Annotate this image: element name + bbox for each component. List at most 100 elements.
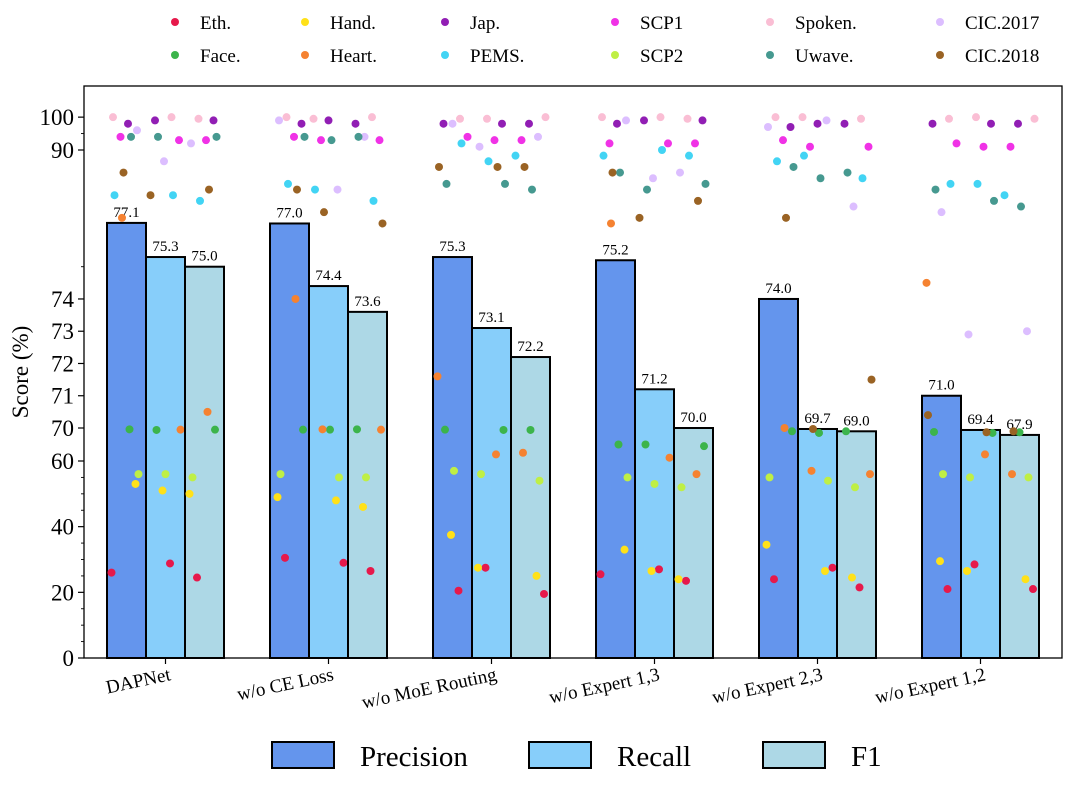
legend-marker [611, 18, 619, 26]
dataset-point [970, 560, 979, 569]
dataset-point [151, 116, 159, 125]
dataset-point [276, 470, 285, 479]
dataset-point [454, 586, 463, 595]
y-tick-label: 90 [51, 138, 74, 163]
dataset-point [788, 427, 796, 436]
dataset-point [771, 113, 780, 122]
dataset-point [857, 114, 865, 123]
dataset-point [511, 151, 520, 160]
dataset-point [119, 168, 128, 177]
bar-value-label: 75.3 [152, 239, 178, 255]
dataset-point [125, 425, 134, 434]
dataset-point [694, 196, 702, 205]
dataset-point [448, 119, 457, 128]
dataset-point [442, 179, 451, 188]
dataset-point [647, 566, 656, 575]
dataset-point [483, 114, 491, 123]
dataset-point [922, 278, 931, 287]
dataset-point [335, 473, 343, 482]
dataset-point [447, 530, 455, 539]
dataset-point [842, 427, 850, 436]
legend-marker [171, 18, 179, 26]
dataset-point [698, 116, 707, 125]
bar-value-label: 70.0 [680, 410, 706, 426]
bar-value-label: 73.6 [354, 294, 381, 310]
dataset-point [275, 116, 283, 125]
legend-marker [171, 51, 179, 59]
dataset-point [691, 139, 699, 148]
dataset-point [946, 179, 955, 188]
dataset-point [450, 466, 458, 475]
dataset-point [623, 473, 632, 482]
bar-recall [308, 285, 349, 659]
bar-value-label: 72.2 [517, 339, 543, 355]
dataset-point [110, 191, 119, 200]
dataset-point [284, 179, 292, 188]
dataset-point [1023, 327, 1031, 336]
y-tick-label: 73 [51, 319, 74, 344]
dataset-point [519, 448, 527, 457]
dataset-point [525, 119, 533, 128]
dataset-point [160, 157, 168, 166]
dataset-point [676, 168, 684, 177]
dataset-point [202, 136, 210, 145]
legend-label: Face. [200, 46, 241, 67]
dataset-point [493, 162, 502, 171]
legend-label: Jap. [470, 13, 500, 34]
dataset-point [311, 185, 319, 194]
dataset-point [848, 573, 856, 582]
dataset-point [807, 466, 816, 475]
dataset-point [656, 113, 665, 122]
legend-label: PEMS. [470, 46, 524, 67]
legend-metric-label: F1 [851, 741, 882, 773]
dataset-point [840, 119, 849, 128]
bar-value-label: 77.1 [113, 205, 139, 221]
legend-marker [936, 51, 944, 59]
y-tick-label: 0 [63, 646, 75, 671]
dataset-point [484, 157, 493, 166]
bar-recall [471, 327, 512, 659]
dataset-point [205, 185, 213, 194]
dataset-point [481, 563, 490, 572]
dataset-point [990, 196, 998, 205]
dataset-point [821, 566, 829, 575]
dataset-point [441, 425, 449, 434]
dataset-point [813, 119, 822, 128]
dataset-point [789, 162, 798, 171]
dataset-point [333, 185, 342, 194]
dataset-point [375, 136, 384, 145]
dataset-point [864, 142, 873, 151]
bar-value-label: 77.0 [276, 205, 302, 221]
dataset-point [692, 470, 701, 479]
bar-value-label: 69.7 [804, 411, 831, 427]
dataset-point [209, 116, 218, 125]
dataset-point [596, 570, 605, 579]
legend-label: Heart. [330, 46, 377, 67]
dataset-point [1029, 585, 1037, 594]
plot-frame [83, 85, 1063, 659]
dataset-point [297, 119, 306, 128]
y-tick-label: 71 [51, 384, 74, 409]
dataset-point [435, 162, 443, 171]
dataset-point [649, 174, 657, 183]
dataset-point [973, 179, 982, 188]
dataset-point [816, 174, 825, 183]
dataset-point [176, 425, 185, 434]
legend-label: CIC.2018 [965, 46, 1039, 67]
dataset-point [806, 142, 814, 151]
dataset-point [366, 566, 375, 575]
dataset-point [640, 116, 648, 125]
y-tick-label: 60 [51, 449, 74, 474]
bar-value-label: 74.0 [765, 281, 791, 297]
legend-swatch [762, 741, 826, 769]
plot-area: 0 20 40 60 70 71 72 73 74 90 100 Score (%) 77.1 75.3 7… [8, 85, 1063, 713]
dataset-point [326, 425, 334, 434]
dataset-point [362, 473, 370, 482]
dataset-point [439, 119, 448, 128]
bar-f1 [673, 427, 714, 659]
dataset-point [616, 168, 624, 177]
dataset-point [599, 151, 608, 160]
y-tick-label: 72 [51, 351, 74, 376]
dataset-point [936, 557, 944, 566]
dataset-point [477, 470, 485, 479]
